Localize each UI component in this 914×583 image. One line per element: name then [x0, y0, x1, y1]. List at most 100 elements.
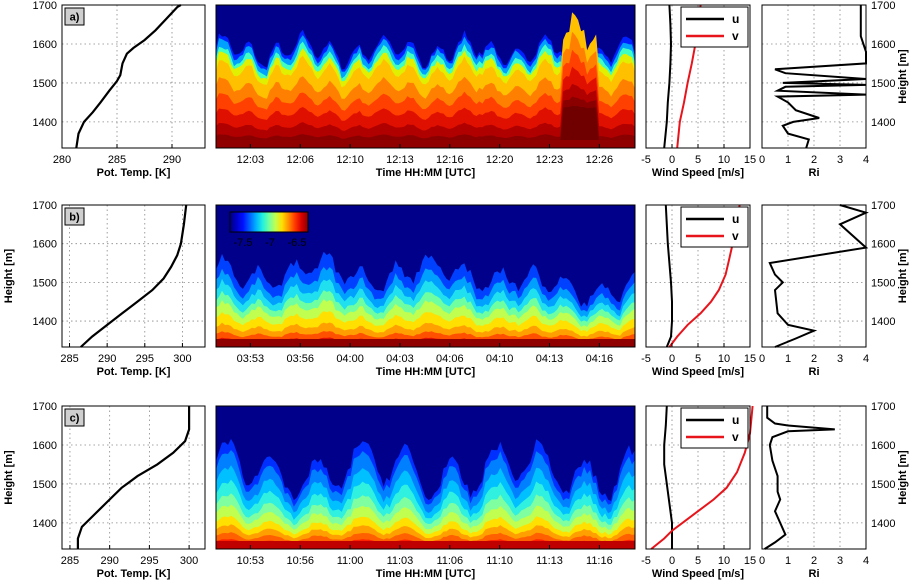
x-axis-label: Pot. Temp. [K]: [97, 568, 171, 580]
x-tick-label: 5: [695, 353, 701, 365]
backscatter-contour-plot: 12:03 12:06 12:10 12:13 12:16 12:20 12:23 12:26…: [215, 4, 636, 179]
time-tick-label: 04:16: [586, 353, 614, 365]
axes-frame: [215, 405, 636, 550]
x-tick-label: 1: [785, 154, 791, 166]
x-tick-label: 2: [811, 353, 817, 365]
y-tick-label-right: 1500: [871, 277, 895, 289]
x-tick-label: 285: [61, 555, 79, 567]
contour-level: [216, 83, 635, 148]
colorbar-tick-label: -7.5: [234, 237, 253, 249]
x-axis-label: Ri: [809, 366, 820, 378]
time-tick-label: 12:13: [386, 154, 414, 166]
temperature-profile-line: [80, 204, 188, 348]
time-tick-label: 11:03: [387, 555, 414, 567]
y-axis-label-left: Height [m]: [3, 248, 15, 303]
time-tick-label: 11:16: [586, 555, 613, 567]
y-tick-label-right: 1600: [871, 440, 895, 452]
x-tick-label: 290: [163, 154, 181, 166]
contour-surface-band: [216, 339, 635, 347]
time-tick-label: 03:56: [286, 353, 314, 365]
y-tick-label: 1700: [33, 200, 57, 212]
x-tick-label: 5: [695, 154, 701, 166]
axes-frame: [761, 4, 867, 149]
y-tick-label: 1700: [33, 401, 57, 413]
u-wind-line: [663, 405, 673, 549]
panel-label-box: [64, 408, 85, 427]
x-tick-label: 15: [744, 555, 756, 567]
y-tick-label-right: 1500: [871, 78, 895, 90]
legend: uv: [680, 6, 749, 48]
contour-fill: [216, 205, 635, 347]
contour-surface-band: [216, 541, 635, 549]
y-tick-label: 1400: [33, 316, 57, 328]
x-axis-label: Ri: [809, 568, 820, 580]
time-tick-label: 04:00: [336, 353, 364, 365]
temperature-profile-line: [75, 4, 182, 149]
colorbar-tick-label: -7: [265, 237, 275, 249]
x-tick-label: 295: [140, 555, 158, 567]
time-tick-label: 11:06: [436, 555, 463, 567]
legend-u-label: u: [732, 212, 739, 226]
potential-temperature-plot: 285 290 295 300 1400 1500 1600 1700 Height [m] Po…: [3, 401, 206, 580]
time-tick-label: 04:10: [486, 353, 514, 365]
x-axis-label: Ri: [809, 167, 820, 179]
ri-profile-line: [768, 204, 869, 348]
axes-frame: [761, 204, 867, 348]
time-tick-label: 04:03: [386, 353, 414, 365]
x-tick-label: 3: [837, 555, 843, 567]
y-tick-label: 1500: [33, 479, 57, 491]
x-axis-label: Pot. Temp. [K]: [97, 167, 171, 179]
time-tick-label: 12:26: [586, 154, 614, 166]
y-axis-label-right: Height [m]: [897, 49, 909, 104]
y-axis-label-left: Height [m]: [3, 450, 15, 505]
y-tick-label: 1600: [33, 239, 57, 251]
panel-label: c): [70, 413, 80, 425]
potential-temperature-plot: 280 285 290 1400 1500 1600 1700 Pot. Temp. [K] a…: [33, 0, 206, 179]
y-tick-label-right: 1500: [871, 479, 895, 491]
y-tick-label: 1600: [33, 440, 57, 452]
ri-profile-line: [773, 5, 867, 149]
y-tick-label-right: 1400: [871, 316, 895, 328]
y-tick-label: 1400: [33, 518, 57, 530]
x-tick-label: 0: [669, 353, 675, 365]
y-axis-label-right: Height [m]: [897, 450, 909, 505]
x-tick-label: 295: [136, 353, 154, 365]
axes-frame: [61, 4, 206, 149]
legend-v-label: v: [732, 229, 739, 243]
x-tick-label: 0: [759, 555, 765, 567]
axes-frame: [761, 405, 867, 550]
panel-label-box: [64, 207, 85, 226]
legend-v-label: v: [732, 29, 739, 43]
legend-u-label: u: [732, 413, 739, 427]
contour-fill: [216, 406, 635, 549]
colorbar-tick-label: -6.5: [288, 237, 307, 249]
y-tick-label-right: 1700: [871, 200, 895, 212]
x-tick-label: -5: [641, 353, 651, 365]
backscatter-contour-plot: 10:53 10:56 11:00 11:03 11:06 11:10 11:13 11:16…: [215, 405, 636, 580]
u-wind-line: [664, 204, 673, 348]
x-tick-label: 0: [669, 555, 675, 567]
x-tick-label: 4: [863, 353, 869, 365]
richardson-number-plot: 0 1 2 3 4 Ri 1400 1500 1600 1700 Height [m]: [759, 0, 909, 179]
x-axis-label: Time HH:MM [UTC]: [376, 366, 476, 378]
legend: uv: [680, 407, 749, 449]
y-tick-label-right: 1400: [871, 117, 895, 129]
contour-fill: [216, 5, 635, 148]
y-tick-label: 1500: [33, 78, 57, 90]
x-tick-label: 2: [811, 154, 817, 166]
richardson-number-plot: 0 1 2 3 4 Ri 1400 1500 1600 1700 Height [m]: [759, 200, 909, 378]
time-tick-label: 12:23: [536, 154, 564, 166]
x-tick-label: 0: [759, 353, 765, 365]
time-tick-label: 11:13: [536, 555, 563, 567]
axes-frame: [61, 405, 206, 550]
time-tick-label: 11:10: [486, 555, 513, 567]
x-tick-label: 300: [180, 555, 198, 567]
x-axis-label: Wind Speed [m/s]: [652, 568, 745, 580]
y-tick-label-right: 1400: [871, 518, 895, 530]
time-tick-label: 10:53: [237, 555, 265, 567]
panel-label-box: [64, 7, 85, 26]
panel-label: b): [69, 212, 80, 224]
